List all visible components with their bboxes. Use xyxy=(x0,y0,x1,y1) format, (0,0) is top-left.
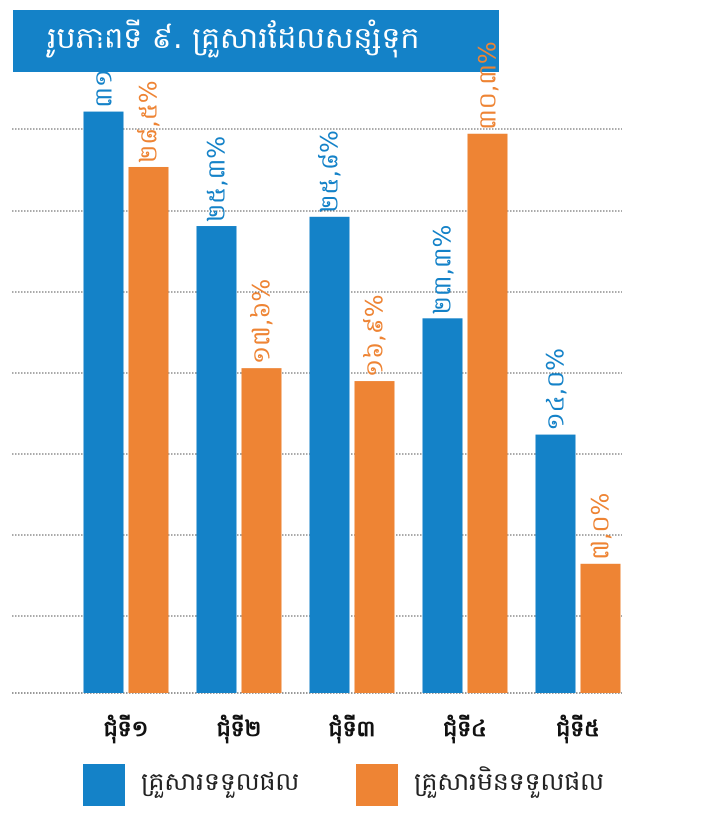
legend-label-series-2: គ្រួសារមិនទទួលផល xyxy=(414,767,604,796)
data-label-series-2-3: ១៦,៩% xyxy=(361,294,389,377)
bar-series-1-2 xyxy=(196,226,237,693)
category-label-2: ជុំទី២ xyxy=(217,714,262,744)
chart-title: រូបភាពទី ៩. គ្រួសារដែលសន្សំទុក xyxy=(13,10,499,72)
bar-series-2-1 xyxy=(128,166,169,693)
bar-series-2-3 xyxy=(354,381,395,693)
data-label-series-2-4: ៣០,៣% xyxy=(474,41,502,129)
bar-series-1-5 xyxy=(535,434,576,693)
data-label-series-2-5: ៧,០% xyxy=(587,493,615,560)
category-label-4: ជុំទី៤ xyxy=(443,714,487,744)
legend-item-series-1: គ្រួសារទទួលផល xyxy=(83,764,299,806)
data-label-series-2-2: ១៧,៦% xyxy=(248,279,276,364)
bar-series-2-4 xyxy=(467,133,508,694)
bar-series-2-2 xyxy=(241,368,282,693)
bar-series-1-1 xyxy=(83,111,124,694)
bar-series-1-4 xyxy=(422,318,463,693)
legend-swatch-series-1 xyxy=(83,764,125,806)
category-label-5: ជុំទី៥ xyxy=(556,714,600,744)
category-label-1: ជុំទី១ xyxy=(104,714,149,744)
data-label-series-1-4: ២៣,៣% xyxy=(429,225,457,315)
data-label-series-1-3: ២៥,៨% xyxy=(316,130,344,213)
legend-label-series-1: គ្រួសារទទួលផល xyxy=(141,767,300,796)
data-label-series-1-2: ២៥,៣% xyxy=(203,136,231,222)
legend-swatch-series-2 xyxy=(356,764,398,806)
category-label-3: ជុំទី៣ xyxy=(329,714,376,744)
data-label-series-1-5: ១៤,០% xyxy=(542,348,570,431)
bar-series-1-3 xyxy=(309,216,350,693)
data-label-series-2-1: ២៨,៥% xyxy=(135,80,163,163)
legend-item-series-2: គ្រួសារមិនទទួលផល xyxy=(356,764,604,806)
bar-series-2-5 xyxy=(580,563,621,693)
data-label-series-1-1: ៣១,៥% xyxy=(90,21,118,107)
